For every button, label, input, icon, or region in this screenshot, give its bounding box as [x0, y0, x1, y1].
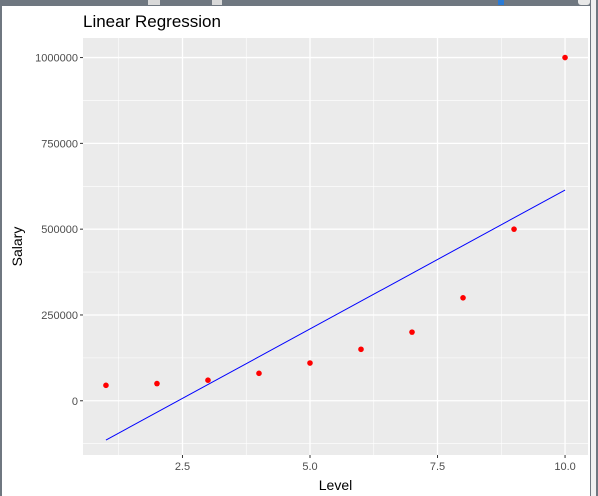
x-tick-label: 7.5 [430, 461, 445, 473]
data-point [256, 370, 262, 377]
data-point [409, 329, 415, 335]
x-tick-label: 2.5 [175, 461, 190, 473]
regression-line-layer [105, 189, 566, 441]
window-left-edge [0, 0, 2, 496]
data-point [154, 380, 160, 387]
data-point [562, 54, 568, 61]
chart-title: Linear Regression [83, 12, 221, 31]
data-point [460, 295, 466, 301]
data-point [358, 346, 364, 353]
y-tick-label: 750000 [41, 138, 78, 150]
x-tick-label: 10.0 [554, 461, 575, 473]
data-points-layer [103, 54, 568, 389]
y-tick-label: 1000000 [35, 53, 78, 65]
y-axis-title: Salary [9, 227, 25, 267]
data-point [103, 382, 109, 389]
regression-line [105, 189, 566, 441]
plot-panel [83, 38, 588, 455]
major-gridlines [83, 38, 588, 455]
y-tick-label: 250000 [41, 310, 78, 322]
window-right-edge [590, 0, 598, 496]
data-point [205, 377, 211, 383]
x-axis-title: Level [319, 477, 352, 493]
toolbar-glyph [498, 0, 504, 5]
window-close-button[interactable] [578, 0, 590, 5]
minor-gridlines [83, 38, 588, 455]
data-point [307, 360, 313, 366]
toolbar-glyph [212, 0, 222, 5]
toolbar-glyph [148, 0, 160, 5]
x-tick-label: 5.0 [302, 461, 317, 473]
y-tick-label: 500000 [41, 224, 78, 236]
axis-ticks: 2.5 5.0 7.5 10.0 0 250000 500000 750000 1000000 [35, 53, 576, 473]
window-top-edge [0, 0, 598, 6]
y-tick-label: 0 [72, 396, 78, 408]
data-point [511, 226, 517, 232]
